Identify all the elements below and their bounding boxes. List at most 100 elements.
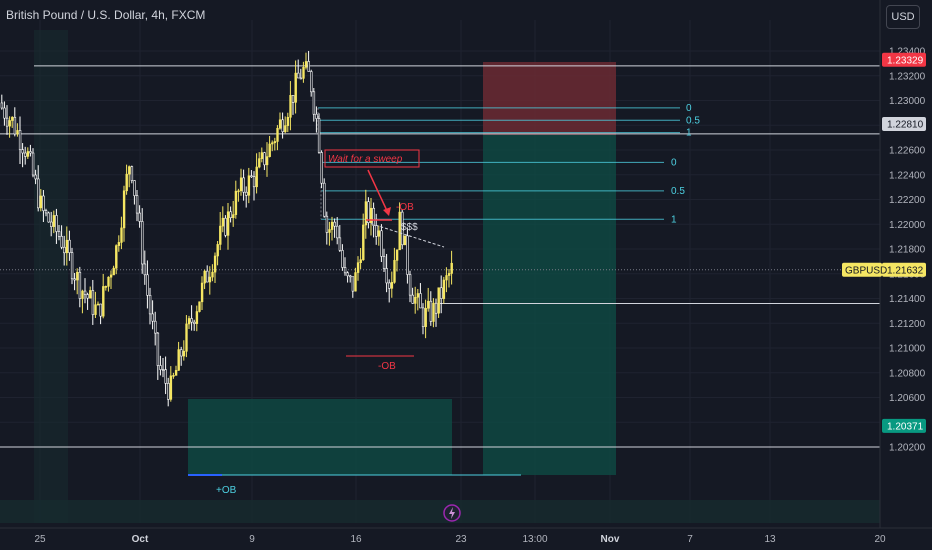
candle-body — [414, 296, 417, 304]
candle-body — [325, 215, 329, 233]
candle-body — [343, 267, 347, 274]
demand-zone — [188, 399, 452, 475]
candle-body — [221, 217, 225, 227]
candle-body — [141, 221, 144, 265]
price-tick-label: 1.23400 — [889, 47, 926, 58]
candle-body — [226, 211, 230, 236]
candle-body — [393, 260, 396, 283]
candle-body — [252, 176, 256, 188]
candle-body — [159, 365, 162, 370]
candle-body — [151, 313, 154, 322]
candle-body — [213, 255, 217, 273]
candle-body — [112, 267, 115, 276]
candle-body — [304, 61, 308, 68]
candle-body — [346, 272, 349, 277]
currency-button[interactable]: USD — [886, 5, 920, 29]
candle-body — [278, 119, 282, 129]
candle-body — [156, 332, 160, 366]
candle-body — [354, 272, 357, 292]
time-tick-label: 20 — [874, 534, 886, 545]
candle-body — [302, 67, 305, 79]
candle-body — [447, 273, 451, 276]
candle-body — [330, 221, 334, 230]
price-tag — [882, 418, 926, 433]
candle-body — [289, 95, 292, 118]
candle-body — [193, 321, 196, 324]
lightning-glyph-icon — [449, 507, 455, 519]
candle-body — [333, 221, 336, 227]
candle-body — [107, 276, 110, 287]
candle-body — [42, 195, 45, 212]
candle-body — [328, 229, 331, 233]
time-tick-label: 9 — [249, 534, 255, 545]
candle-body — [60, 236, 63, 248]
swing-low-label: -OB — [378, 361, 396, 372]
candle-body — [416, 293, 420, 298]
fib-level-label: 1 — [686, 128, 692, 139]
time-tick-label: Nov — [601, 534, 620, 545]
candle-body — [294, 72, 297, 103]
candle-body — [52, 215, 56, 227]
fib-level-label: 1 — [671, 214, 677, 225]
candle-body — [336, 225, 339, 239]
candle-body — [5, 117, 9, 127]
candle-body — [442, 279, 446, 299]
candle-body — [172, 375, 175, 377]
candle-body — [297, 72, 300, 79]
candle-body — [445, 275, 448, 281]
candle-body — [424, 307, 427, 328]
candle-body — [341, 250, 344, 268]
candle-body — [50, 221, 53, 227]
sweep-callout-box — [324, 149, 420, 168]
candle-body — [143, 263, 147, 276]
candle-body — [382, 256, 386, 269]
candle-body — [242, 177, 245, 193]
candle-body — [115, 245, 118, 269]
candle-body — [177, 349, 180, 371]
candle-body — [21, 149, 24, 154]
candle-body — [237, 190, 240, 193]
price-tag-label: 1.22810 — [887, 120, 924, 131]
candle-body — [104, 286, 108, 288]
price-tag-label: 1.20371 — [887, 421, 924, 432]
candle-body — [245, 191, 248, 196]
candle-body — [169, 375, 173, 400]
candle-body — [411, 294, 414, 304]
price-tick-label: 1.21800 — [889, 245, 926, 256]
sweep-arrow-head — [383, 207, 391, 216]
sweep-arrow-line — [367, 169, 389, 214]
candle-body — [187, 318, 191, 325]
candle-body — [268, 143, 271, 157]
candle-body — [185, 323, 188, 352]
candle-body — [263, 152, 266, 166]
candle-body — [47, 212, 50, 223]
candle-body — [310, 71, 313, 93]
candle-body — [401, 211, 404, 246]
candle-body — [96, 303, 100, 306]
candle-body — [117, 242, 121, 246]
candle-body — [91, 290, 95, 315]
candle-body — [421, 307, 425, 328]
candle-body — [34, 174, 37, 180]
candle-body — [250, 175, 253, 178]
bottom-shade-zone — [0, 500, 880, 523]
candle-body — [317, 118, 321, 153]
candle-body — [76, 271, 79, 281]
candle-body — [408, 274, 412, 296]
candle-body — [356, 262, 360, 273]
time-tick-label: 13 — [764, 534, 776, 545]
candle-body — [130, 166, 134, 181]
candle-body — [362, 224, 365, 260]
candle-body — [11, 116, 14, 121]
candle-body — [273, 141, 277, 144]
candle-body — [299, 77, 303, 80]
candle-body — [432, 302, 435, 322]
time-tick-label: 13:00 — [522, 534, 547, 545]
candle-body — [255, 166, 258, 188]
candle-body — [200, 282, 204, 303]
candle-body — [55, 215, 58, 232]
candle-body — [206, 270, 209, 283]
candle-body — [203, 270, 206, 284]
candle-body — [271, 142, 274, 145]
